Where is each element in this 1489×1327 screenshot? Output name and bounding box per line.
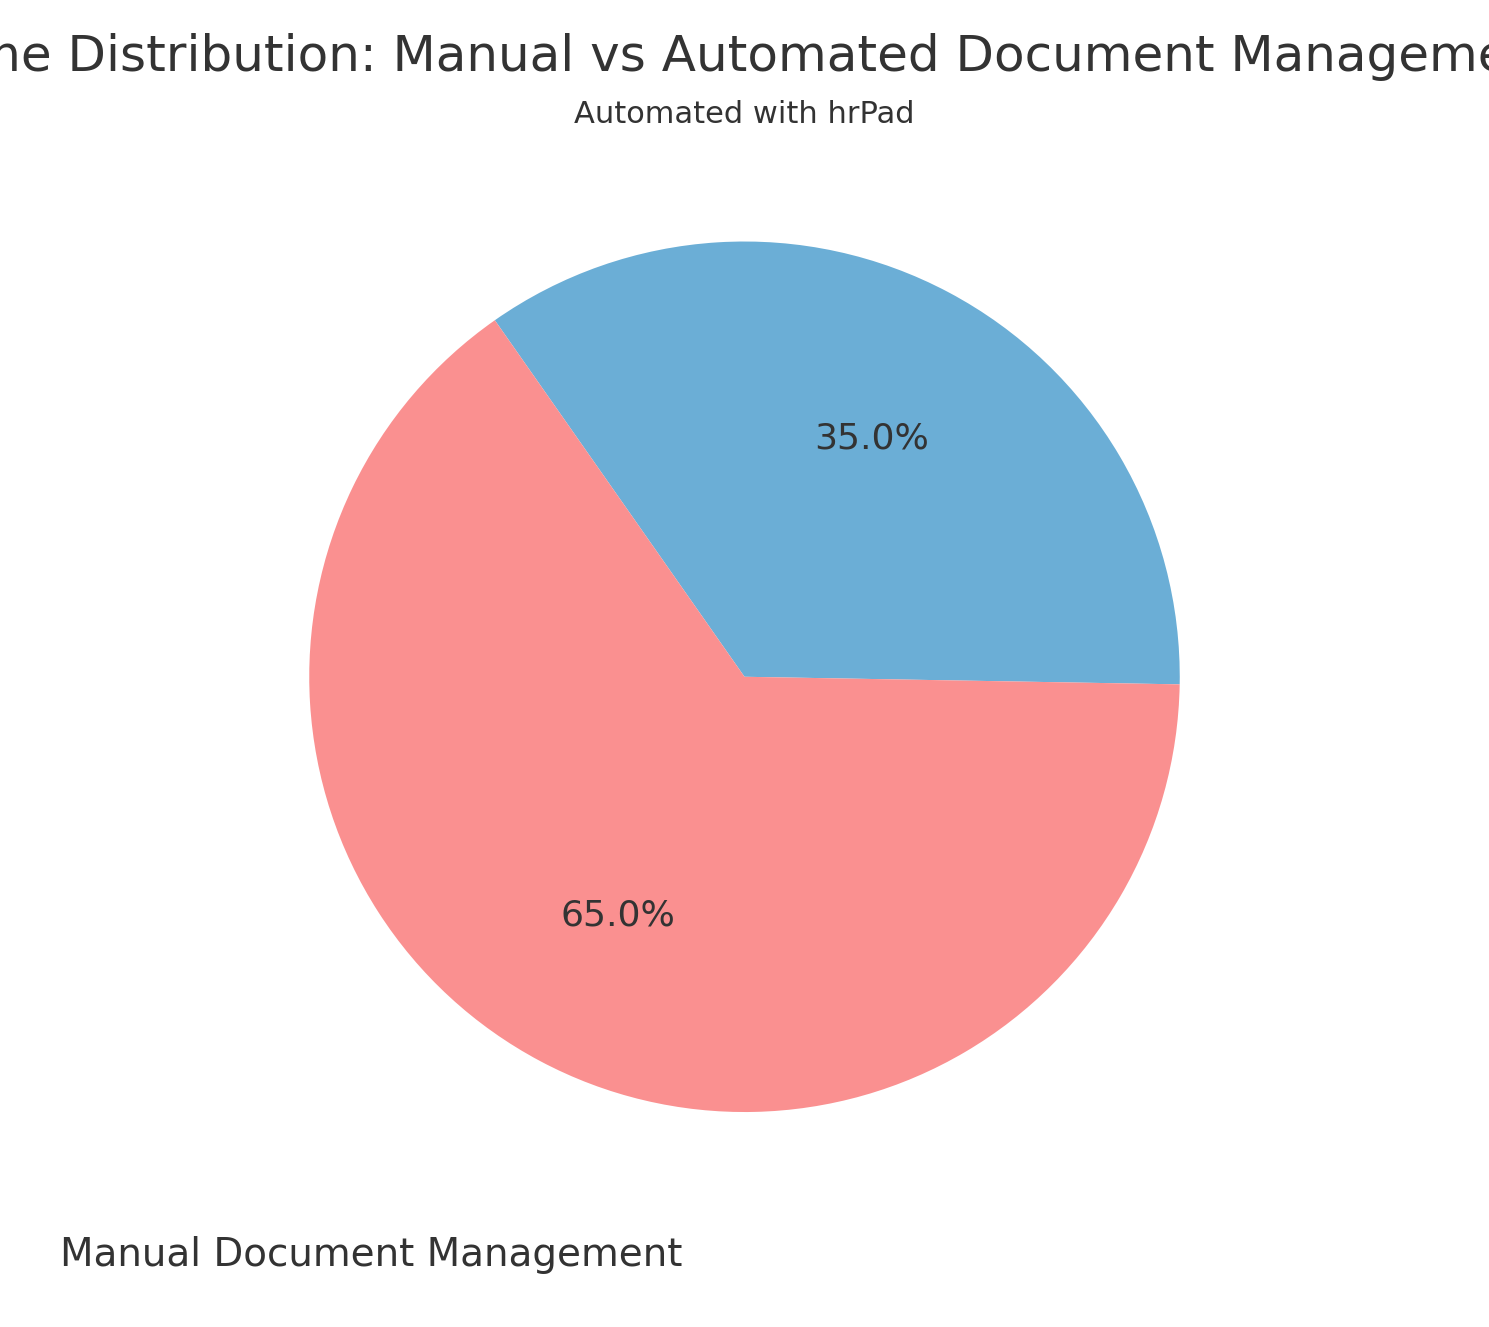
Text: Time Distribution: Manual vs Automated Document Management: Time Distribution: Manual vs Automated D… — [0, 33, 1489, 81]
Wedge shape — [310, 320, 1179, 1112]
Wedge shape — [494, 242, 1179, 685]
Text: 35.0%: 35.0% — [814, 422, 929, 455]
Text: Manual Document Management: Manual Document Management — [60, 1235, 682, 1274]
Text: 65.0%: 65.0% — [560, 898, 675, 932]
Text: Automated with hrPad: Automated with hrPad — [575, 100, 914, 129]
